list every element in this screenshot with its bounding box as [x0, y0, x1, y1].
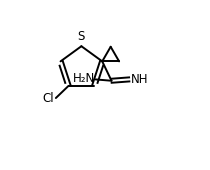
Text: S: S	[78, 30, 85, 42]
Text: NH: NH	[131, 73, 148, 86]
Text: Cl: Cl	[42, 91, 54, 105]
Text: H₂N: H₂N	[72, 72, 95, 85]
